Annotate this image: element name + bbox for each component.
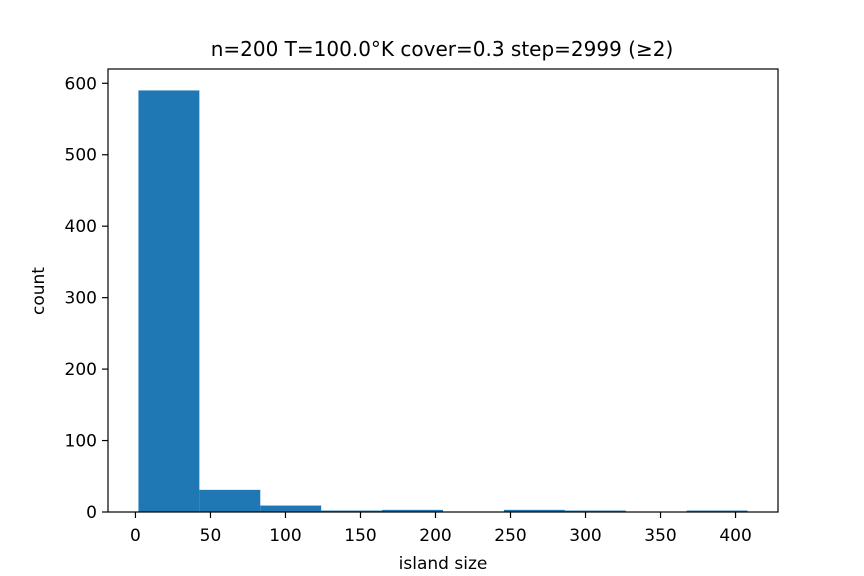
bar-7 xyxy=(564,510,626,512)
bar-1 xyxy=(199,489,261,512)
bar-0 xyxy=(138,90,200,512)
x-tick-label: 100 xyxy=(269,526,301,546)
y-tick-label: 300 xyxy=(65,289,97,309)
plot-frame xyxy=(107,68,779,513)
x-axis-label: island size xyxy=(399,554,488,574)
y-tick-label: 500 xyxy=(65,146,97,166)
x-tick-label: 300 xyxy=(569,526,601,546)
x-axis-ticks: 0 50 100 150 200 250 300 350 400 xyxy=(130,512,752,546)
x-tick-label: 200 xyxy=(419,526,451,546)
bar-3 xyxy=(321,510,383,512)
bar-2 xyxy=(260,505,322,512)
y-axis-ticks: 0 100 200 300 400 500 600 xyxy=(65,74,108,523)
bars-group xyxy=(138,90,748,512)
y-tick-label: 0 xyxy=(86,503,97,523)
bar-6 xyxy=(503,509,565,512)
bar-4 xyxy=(382,509,443,512)
y-tick-label: 600 xyxy=(65,74,97,94)
x-tick-label: 150 xyxy=(344,526,376,546)
x-tick-label: 0 xyxy=(130,526,141,546)
y-axis-label: count xyxy=(29,267,49,315)
x-tick-label: 50 xyxy=(200,526,222,546)
y-tick-label: 400 xyxy=(65,217,97,237)
bar-9 xyxy=(686,510,748,512)
y-tick-label: 100 xyxy=(65,432,97,452)
chart-title: n=200 T=100.0°K cover=0.3 step=2999 (≥2) xyxy=(211,37,674,61)
x-tick-label: 250 xyxy=(494,526,526,546)
x-tick-label: 400 xyxy=(719,526,751,546)
y-tick-label: 200 xyxy=(65,360,97,380)
x-tick-label: 350 xyxy=(644,526,676,546)
